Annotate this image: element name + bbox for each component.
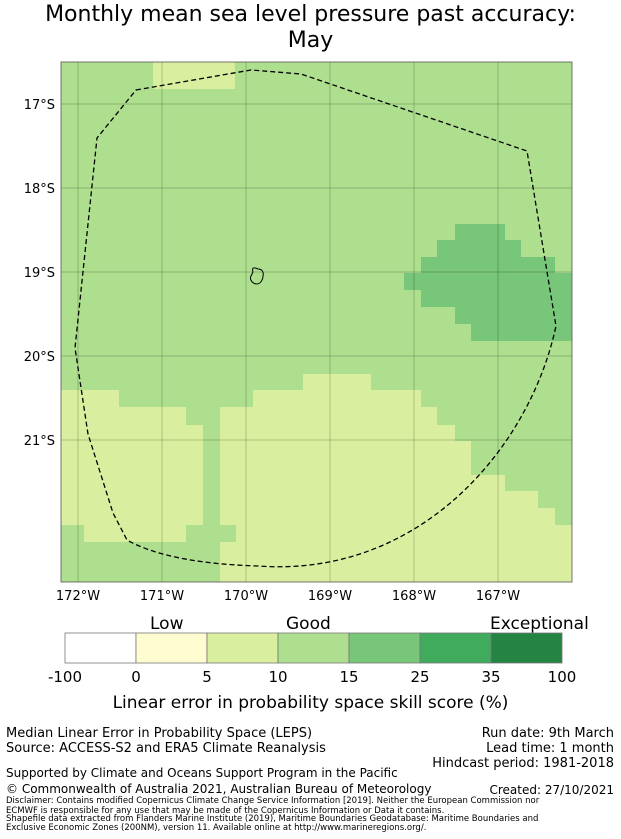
colorbar-tick-label: 100: [547, 668, 577, 686]
colorbar: [64, 632, 563, 664]
disclaimer-line1: Disclaimer: Contains modified Copernicus…: [6, 796, 540, 806]
category-good: Good: [286, 614, 331, 634]
colorbar-tick-label: 0: [131, 668, 141, 686]
colorbar-segment: [206, 632, 279, 664]
category-low: Low: [150, 614, 184, 634]
colorbar-segment: [348, 632, 421, 664]
lon-axis: 172°W 171°W 170°W 169°W 168°W 167°W: [56, 589, 520, 604]
footer-left2: Source: ACCESS-S2 and ERA5 Climate Reana…: [6, 741, 326, 756]
colorbar-tick-label: 5: [202, 668, 212, 686]
category-exceptional: Exceptional: [490, 614, 589, 634]
footer-right1: Run date: 9th March: [481, 726, 614, 741]
chart-title-line1: Monthly mean sea level pressure past acc…: [45, 2, 576, 27]
region-fair-south: [220, 374, 572, 582]
supported-by: Supported by Climate and Oceans Support …: [6, 766, 398, 780]
lat-axis: 17°S 18°S 19°S 20°S 21°S: [24, 98, 55, 449]
lat-label: 17°S: [24, 98, 55, 113]
lat-label: 18°S: [24, 182, 55, 197]
lon-label: 172°W: [56, 589, 100, 604]
disclaimer-line2: ECMWF is responsible for any use that ma…: [6, 806, 445, 816]
chart-title: Monthly mean sea level pressure past acc…: [0, 2, 621, 54]
lon-label: 168°W: [392, 589, 436, 604]
lon-label: 171°W: [140, 589, 184, 604]
lon-label: 169°W: [308, 589, 352, 604]
colorbar-label: Linear error in probability space skill …: [112, 693, 509, 713]
footer-right3: Hindcast period: 1981-2018: [432, 756, 614, 771]
lat-label: 19°S: [24, 266, 55, 281]
lat-label: 20°S: [24, 350, 55, 365]
colorbar-segment: [64, 632, 137, 664]
shapefile-line2: Exclusive Economic Zones (200NM), versio…: [6, 823, 427, 833]
island-outline: [250, 267, 264, 285]
lon-label: 170°W: [224, 589, 268, 604]
eez-boundary: [74, 69, 557, 568]
region-fair-top-north: [153, 62, 235, 70]
region-good-south-strip: [186, 525, 220, 559]
colorbar-tick-label: 35: [481, 668, 501, 686]
colorbar-segment: [490, 632, 563, 664]
lon-label: 167°W: [476, 589, 520, 604]
colorbar-segment: [135, 632, 208, 664]
region-high-east: [404, 224, 572, 341]
footer-right2: Lead time: 1 month: [486, 741, 614, 756]
map-frame: [60, 61, 573, 583]
copyright: © Commonwealth of Australia 2021, Austra…: [6, 782, 432, 796]
footer-left1: Median Linear Error in Probability Space…: [6, 726, 313, 741]
skill-map: 17°S 18°S 19°S 20°S 21°S 172°W 171°W 170…: [24, 61, 573, 604]
colorbar-tick-label: -100: [47, 668, 83, 686]
lat-label: 21°S: [24, 434, 55, 449]
created-date: Created: 27/10/2021: [489, 783, 614, 797]
colorbar-segment: [277, 632, 350, 664]
shapefile-line1: Shapefile data extracted from Flanders M…: [6, 814, 539, 824]
region-fair-southwest: [61, 390, 203, 542]
colorbar-tick-label: 25: [410, 668, 430, 686]
skill-grid: [61, 62, 572, 582]
colorbar-segment: [419, 632, 492, 664]
chart-title-line2: May: [287, 28, 334, 53]
colorbar-tick-label: 15: [339, 668, 359, 686]
colorbar-tick-label: 10: [268, 668, 288, 686]
